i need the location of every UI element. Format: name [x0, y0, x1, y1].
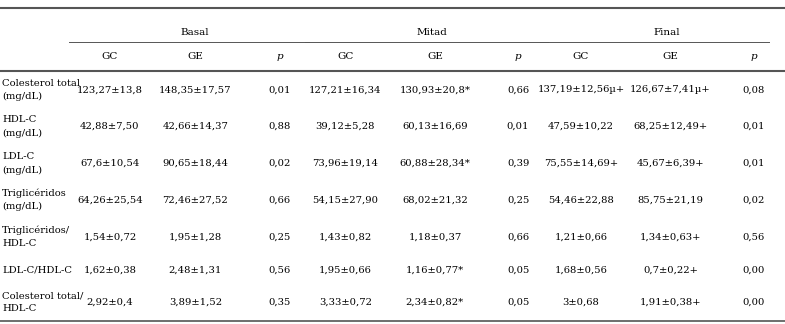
Text: 54,15±27,90: 54,15±27,90 [312, 196, 378, 205]
Text: Mitad: Mitad [416, 28, 447, 37]
Text: 73,96±19,14: 73,96±19,14 [312, 159, 378, 168]
Text: p: p [515, 52, 521, 61]
Text: 90,65±18,44: 90,65±18,44 [162, 159, 228, 168]
Text: 2,92±0,4: 2,92±0,4 [86, 298, 133, 307]
Text: 123,27±13,8: 123,27±13,8 [77, 85, 143, 94]
Text: 42,66±14,37: 42,66±14,37 [162, 122, 228, 131]
Text: Triglicéridos: Triglicéridos [2, 189, 67, 198]
Text: 0,01: 0,01 [507, 122, 529, 131]
Text: 1,16±0,77*: 1,16±0,77* [406, 265, 464, 274]
Text: 0,08: 0,08 [743, 85, 765, 94]
Text: 2,48±1,31: 2,48±1,31 [169, 265, 222, 274]
Text: p: p [750, 52, 757, 61]
Text: GE: GE [663, 52, 678, 61]
Text: 68,25±12,49+: 68,25±12,49+ [633, 122, 707, 131]
Text: (mg/dL): (mg/dL) [2, 202, 42, 212]
Text: 0,66: 0,66 [507, 85, 529, 94]
Text: 1,95±0,66: 1,95±0,66 [319, 265, 372, 274]
Text: Triglicéridos/: Triglicéridos/ [2, 226, 71, 235]
Text: (mg/dL): (mg/dL) [2, 92, 42, 101]
Text: 64,26±25,54: 64,26±25,54 [77, 196, 143, 205]
Text: 0,02: 0,02 [268, 159, 290, 168]
Text: 1,43±0,82: 1,43±0,82 [319, 233, 372, 242]
Text: 1,34±0,63+: 1,34±0,63+ [640, 233, 701, 242]
Text: 0,56: 0,56 [743, 233, 765, 242]
Text: 0,35: 0,35 [268, 298, 290, 307]
Text: (mg/dL): (mg/dL) [2, 166, 42, 175]
Text: Basal: Basal [181, 28, 209, 37]
Text: 0,00: 0,00 [743, 298, 765, 307]
Text: 0,02: 0,02 [743, 196, 765, 205]
Text: 47,59±10,22: 47,59±10,22 [548, 122, 614, 131]
Text: HDL-C: HDL-C [2, 115, 37, 124]
Text: 0,05: 0,05 [507, 298, 529, 307]
Text: 1,91±0,38+: 1,91±0,38+ [640, 298, 701, 307]
Text: p: p [276, 52, 283, 61]
Text: 3,33±0,72: 3,33±0,72 [319, 298, 372, 307]
Text: LDL-C/HDL-C: LDL-C/HDL-C [2, 265, 72, 274]
Text: 67,6±10,54: 67,6±10,54 [80, 159, 140, 168]
Text: 126,67±7,41µ+: 126,67±7,41µ+ [630, 85, 710, 94]
Text: 39,12±5,28: 39,12±5,28 [316, 122, 375, 131]
Text: 0,56: 0,56 [268, 265, 290, 274]
Text: 127,21±16,34: 127,21±16,34 [309, 85, 382, 94]
Text: GC: GC [573, 52, 589, 61]
Text: 1,68±0,56: 1,68±0,56 [554, 265, 608, 274]
Text: 0,7±0,22+: 0,7±0,22+ [643, 265, 698, 274]
Text: 1,21±0,66: 1,21±0,66 [554, 233, 608, 242]
Text: 2,34±0,82*: 2,34±0,82* [406, 298, 464, 307]
Text: 45,67±6,39+: 45,67±6,39+ [637, 159, 704, 168]
Text: Colesterol total: Colesterol total [2, 79, 80, 87]
Text: 60,88±28,34*: 60,88±28,34* [400, 159, 470, 168]
Text: 148,35±17,57: 148,35±17,57 [159, 85, 232, 94]
Text: HDL-C: HDL-C [2, 239, 37, 248]
Text: 75,55±14,69+: 75,55±14,69+ [544, 159, 618, 168]
Text: 3±0,68: 3±0,68 [563, 298, 599, 307]
Text: 0,66: 0,66 [268, 196, 290, 205]
Text: 42,88±7,50: 42,88±7,50 [80, 122, 140, 131]
Text: LDL-C: LDL-C [2, 152, 35, 161]
Text: 1,95±1,28: 1,95±1,28 [169, 233, 222, 242]
Text: 0,00: 0,00 [743, 265, 765, 274]
Text: 0,39: 0,39 [507, 159, 529, 168]
Text: 1,62±0,38: 1,62±0,38 [83, 265, 137, 274]
Text: 0,01: 0,01 [268, 85, 290, 94]
Text: 1,18±0,37: 1,18±0,37 [408, 233, 462, 242]
Text: 0,01: 0,01 [743, 159, 765, 168]
Text: 0,05: 0,05 [507, 265, 529, 274]
Text: GC: GC [102, 52, 118, 61]
Text: 0,25: 0,25 [507, 196, 529, 205]
Text: GE: GE [427, 52, 443, 61]
Text: Colesterol total/: Colesterol total/ [2, 291, 84, 300]
Text: 0,25: 0,25 [268, 233, 290, 242]
Text: HDL-C: HDL-C [2, 305, 37, 313]
Text: 3,89±1,52: 3,89±1,52 [169, 298, 222, 307]
Text: 0,66: 0,66 [507, 233, 529, 242]
Text: GE: GE [188, 52, 203, 61]
Text: 137,19±12,56µ+: 137,19±12,56µ+ [538, 85, 624, 94]
Text: 85,75±21,19: 85,75±21,19 [637, 196, 703, 205]
Text: 54,46±22,88: 54,46±22,88 [548, 196, 614, 205]
Text: (mg/dL): (mg/dL) [2, 129, 42, 138]
Text: 1,54±0,72: 1,54±0,72 [83, 233, 137, 242]
Text: 68,02±21,32: 68,02±21,32 [402, 196, 468, 205]
Text: 0,88: 0,88 [268, 122, 290, 131]
Text: Final: Final [654, 28, 681, 37]
Text: 72,46±27,52: 72,46±27,52 [162, 196, 228, 205]
Text: GC: GC [338, 52, 353, 61]
Text: 0,01: 0,01 [743, 122, 765, 131]
Text: 130,93±20,8*: 130,93±20,8* [400, 85, 470, 94]
Text: 60,13±16,69: 60,13±16,69 [402, 122, 468, 131]
